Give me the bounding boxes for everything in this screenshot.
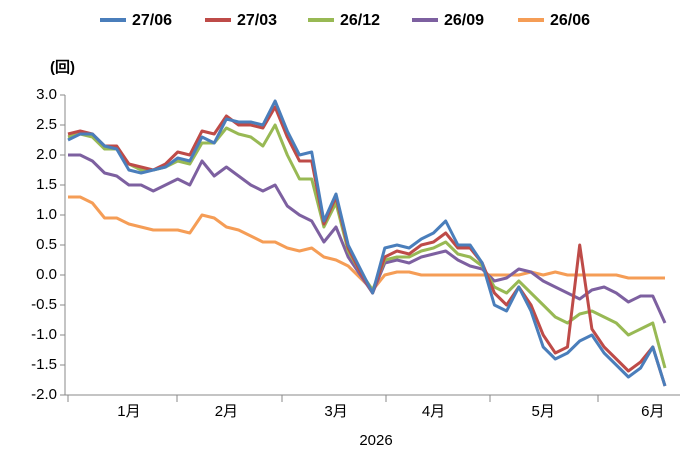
series-line — [67, 123, 667, 369]
series-line — [67, 99, 667, 387]
y-tick-label: -0.5 — [31, 296, 57, 313]
x-axis-ticks — [67, 395, 599, 402]
x-tick-label: 2月 — [215, 403, 238, 420]
y-tick-label: -2.0 — [31, 386, 57, 403]
x-tick-label: 4月 — [422, 403, 445, 420]
y-tick-label: 1.0 — [36, 206, 57, 223]
x-tick-label: 5月 — [531, 403, 554, 420]
y-tick-label: 3.0 — [36, 86, 57, 103]
legend-label: 26/06 — [550, 12, 590, 29]
legend-label: 27/03 — [237, 12, 277, 29]
legend-label: 27/06 — [132, 12, 172, 29]
series-line — [68, 153, 667, 324]
y-tick-label: 0.5 — [36, 236, 57, 253]
x-tick-label: 1月 — [117, 403, 140, 420]
y-tick-label: -1.5 — [31, 356, 57, 373]
x-tick-label: 6月 — [641, 403, 664, 420]
y-tick-label: 0.0 — [36, 266, 57, 283]
y-tick-label: 2.5 — [36, 116, 57, 133]
x-tick-label: 3月 — [324, 403, 347, 420]
y-tick-label: -1.0 — [31, 326, 57, 343]
y-tick-label: 1.5 — [36, 176, 57, 193]
y-tick-label: 2.0 — [36, 146, 57, 163]
x-axis-label: 2026 — [359, 432, 392, 449]
legend-label: 26/12 — [340, 12, 380, 29]
legend-label: 26/09 — [444, 12, 484, 29]
y-axis-label: (回) — [50, 59, 75, 76]
